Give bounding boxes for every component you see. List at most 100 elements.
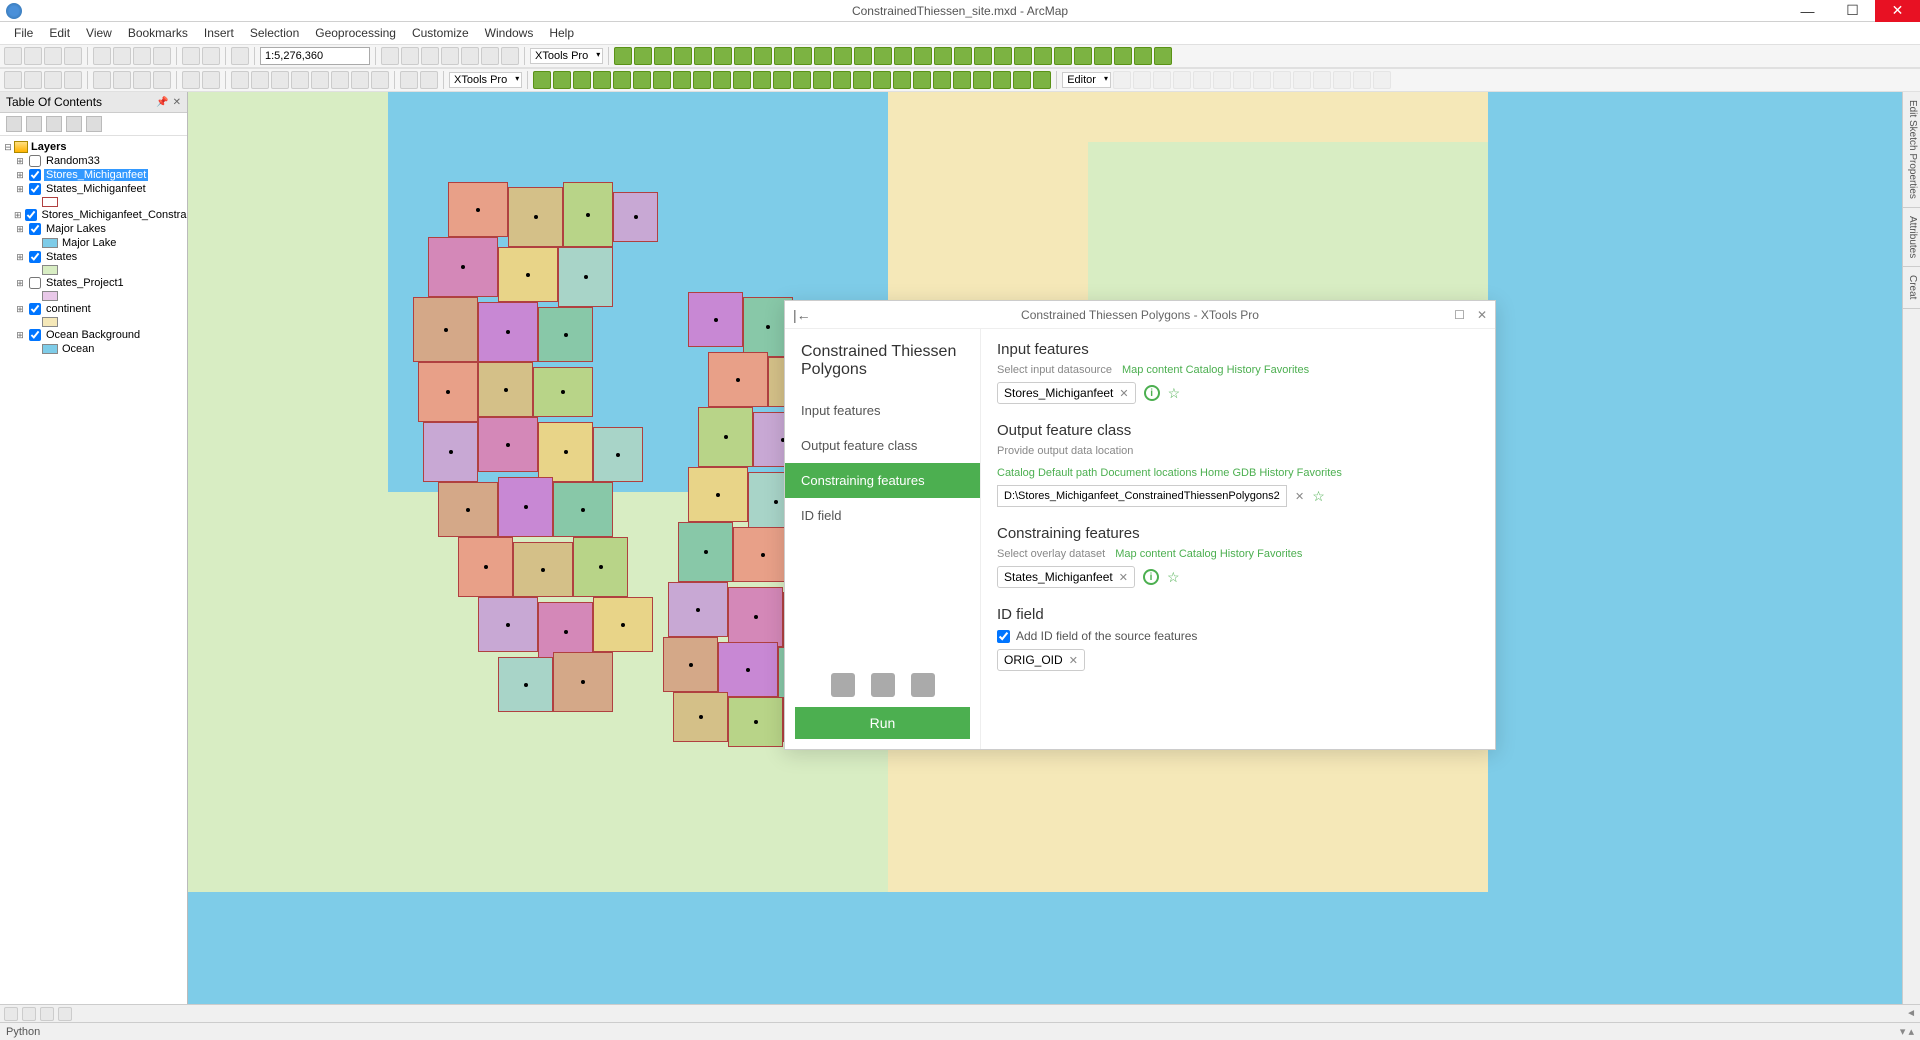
xtools-tool-icon[interactable] [873,71,891,89]
menu-windows[interactable]: Windows [477,26,542,40]
minimize-button[interactable]: — [1785,0,1830,22]
copy-icon[interactable] [113,47,131,65]
time-slider-icon[interactable] [400,71,418,89]
menu-help[interactable]: Help [541,26,582,40]
link[interactable]: Catalog [1179,548,1217,560]
pause-icon[interactable] [58,1007,72,1021]
modelbuilder-icon[interactable] [501,47,519,65]
xtools-tool-icon[interactable] [854,47,872,65]
delete-icon[interactable] [153,47,171,65]
link[interactable]: Map content [1122,364,1183,376]
dialog-nav-item[interactable]: Constraining features [785,463,980,498]
select-features-icon[interactable] [182,71,200,89]
xtools-tool-icon[interactable] [894,47,912,65]
pin-icon[interactable]: 📌 [156,97,168,108]
layer-label[interactable]: States_Project1 [44,277,126,289]
list-by-drawing-icon[interactable] [6,116,22,132]
status-chevron-icon[interactable]: ▾ ▴ [1900,1025,1914,1038]
xtools-dropdown[interactable]: XTools Pro [530,48,603,64]
identify-icon[interactable] [251,71,269,89]
python-icon[interactable] [481,47,499,65]
fixed-zoom-in-icon[interactable] [93,71,111,89]
fixed-zoom-out-icon[interactable] [113,71,131,89]
arctoolbox-icon[interactable] [461,47,479,65]
link[interactable]: History [1259,467,1293,479]
xtools-tool-icon[interactable] [1014,47,1032,65]
toc-icon[interactable] [401,47,419,65]
xtools-tool-icon[interactable] [1114,47,1132,65]
link[interactable]: Default path [1038,467,1097,479]
xtools-tool-icon[interactable] [693,71,711,89]
layer-label[interactable]: States [44,251,79,263]
find-icon[interactable] [331,71,349,89]
xtools-tool-icon[interactable] [634,47,652,65]
editor-dropdown[interactable]: Editor [1062,72,1111,88]
xtools-tool-icon[interactable] [774,47,792,65]
xtools-tool-icon[interactable] [1054,47,1072,65]
undo-icon[interactable] [182,47,200,65]
data-view-icon[interactable] [4,1007,18,1021]
right-tab[interactable]: Attributes [1903,208,1920,267]
layer-checkbox[interactable] [29,251,41,263]
layer-checkbox[interactable] [25,209,37,221]
xtools-tool-icon[interactable] [773,71,791,89]
link[interactable]: Home GDB [1200,467,1256,479]
full-extent-icon[interactable] [64,71,82,89]
xtools-tool-icon[interactable] [914,47,932,65]
menu-geoprocessing[interactable]: Geoprocessing [307,26,404,40]
xtools-tool-icon[interactable] [633,71,651,89]
select-elements-icon[interactable] [231,71,249,89]
layer-checkbox[interactable] [29,303,41,315]
menu-selection[interactable]: Selection [242,26,307,40]
menu-view[interactable]: View [78,26,120,40]
constrain-value-chip[interactable]: States_Michiganfeet✕ [997,566,1135,588]
link[interactable]: Document locations [1100,467,1197,479]
options-icon[interactable] [86,116,102,132]
go-to-xy-icon[interactable] [371,71,389,89]
run-button[interactable]: Run [795,707,970,739]
add-data-icon[interactable] [231,47,249,65]
xtools-tool-icon[interactable] [653,71,671,89]
menu-file[interactable]: File [6,26,41,40]
xtools-tool-icon[interactable] [1094,47,1112,65]
layer-checkbox[interactable] [29,169,41,181]
xtools-tool-icon[interactable] [754,47,772,65]
link[interactable]: History [1227,364,1261,376]
close-panel-icon[interactable]: ✕ [173,97,181,108]
dialog-close-icon[interactable]: ✕ [1477,308,1487,322]
xtools-tool-icon[interactable] [933,71,951,89]
clear-icon[interactable]: ✕ [1119,387,1128,400]
search-icon[interactable] [441,47,459,65]
xtools-tool-icon[interactable] [1074,47,1092,65]
xtools-tool-icon[interactable] [934,47,952,65]
link[interactable]: Favorites [1264,364,1309,376]
layer-label[interactable]: Major Lakes [44,223,108,235]
back-icon[interactable] [133,71,151,89]
link[interactable]: Favorites [1257,548,1302,560]
xtools-tool-icon[interactable] [533,71,551,89]
layer-label[interactable]: Stores_Michiganfeet [44,169,148,181]
favorite-icon[interactable]: ☆ [1168,385,1181,402]
dialog-nav-item[interactable]: ID field [785,498,980,533]
print-icon[interactable] [64,47,82,65]
expand-icon[interactable]: ⊞ [14,156,26,167]
link[interactable]: History [1220,548,1254,560]
xtools-tool-icon[interactable] [793,71,811,89]
expand-icon[interactable]: ⊞ [14,278,26,289]
zoom-in-icon[interactable] [4,71,22,89]
layer-checkbox[interactable] [29,277,41,289]
create-viewer-icon[interactable] [420,71,438,89]
xtools-tool-icon[interactable] [993,71,1011,89]
layer-label[interactable]: Ocean Background [44,329,142,341]
link[interactable]: Catalog [1186,364,1224,376]
forward-icon[interactable] [153,71,171,89]
idfield-value-chip[interactable]: ORIG_OID✕ [997,649,1085,671]
xtools-tool-icon[interactable] [1134,47,1152,65]
expand-icon[interactable]: ⊞ [14,252,26,263]
xtools-tool-icon[interactable] [994,47,1012,65]
layer-label[interactable]: Stores_Michiganfeet_Constraine [40,209,187,221]
refresh-icon[interactable] [40,1007,54,1021]
xtools-tool-icon[interactable] [573,71,591,89]
xtools-tool-icon[interactable] [973,71,991,89]
close-button[interactable]: ✕ [1875,0,1920,22]
